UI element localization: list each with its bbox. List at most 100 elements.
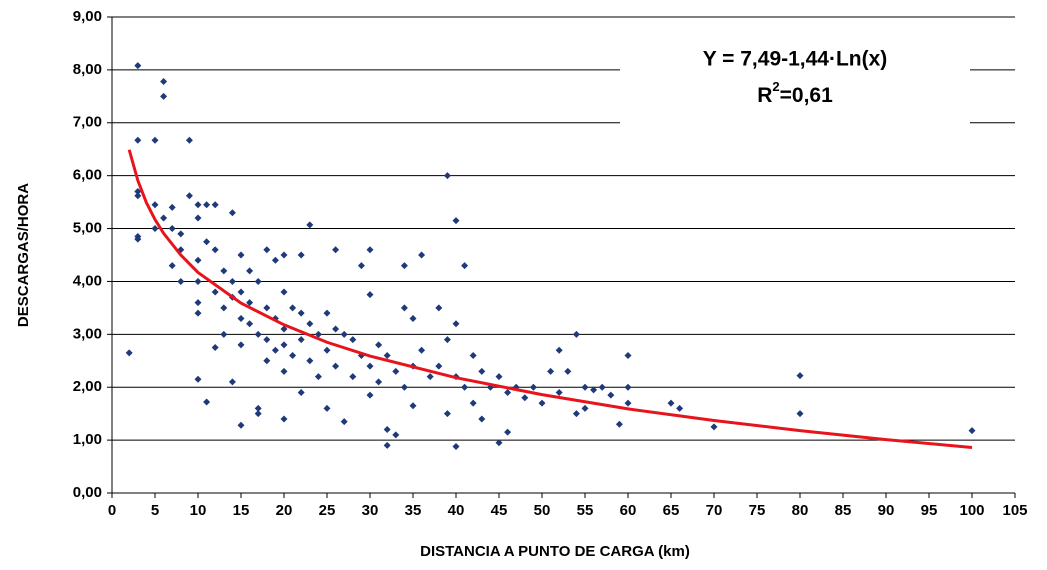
annotation-box [620,32,970,124]
point [134,136,142,144]
x-tick-label: 95 [921,502,938,519]
point [297,336,305,344]
point [134,62,142,70]
point [418,346,426,354]
point [134,235,142,243]
y-tick-label: 4,00 [73,272,102,289]
point [203,238,211,246]
point [624,383,632,391]
point [340,418,348,426]
point [323,309,331,317]
point [306,357,314,365]
x-tick-label: 45 [491,502,508,519]
point [366,246,374,254]
point [478,415,486,423]
point [555,346,563,354]
point [796,410,804,418]
point [211,344,219,352]
point [254,277,262,285]
point [134,192,142,200]
point [332,362,340,370]
point [590,386,598,394]
point [151,225,159,233]
point [392,367,400,375]
point [237,251,245,259]
point [314,330,322,338]
point [418,251,426,259]
point [469,351,477,359]
x-tick-label: 55 [577,502,594,519]
point [409,314,417,322]
point [598,383,606,391]
point [185,192,193,200]
point [125,349,133,357]
point [366,391,374,399]
point [228,277,236,285]
point [572,330,580,338]
point [366,291,374,299]
point [383,426,391,434]
x-tick-label: 20 [276,502,293,519]
point [263,357,271,365]
point [263,246,271,254]
x-tick-label: 100 [959,502,984,519]
x-tick-label: 25 [319,502,336,519]
point [237,341,245,349]
point [400,262,408,270]
point [349,373,357,381]
point [263,304,271,312]
point [383,441,391,449]
x-tick-label: 105 [1002,502,1027,519]
point [254,404,262,412]
y-tick-label: 0,00 [73,484,102,501]
x-tick-label: 65 [663,502,680,519]
point [383,351,391,359]
r2-label: R2=0,61 [757,79,833,106]
x-tick-label: 80 [792,502,809,519]
point [710,423,718,431]
point [392,431,400,439]
point [452,217,460,225]
x-tick-label: 10 [190,502,207,519]
r2-base: R [757,84,772,107]
trendline [127,149,973,450]
point [194,214,202,222]
point [194,309,202,317]
point [177,277,185,285]
point [504,389,512,397]
r2-rest: =0,61 [780,84,833,107]
point [160,78,168,86]
point [581,383,589,391]
point [220,267,228,275]
point [340,330,348,338]
y-axis-label: DESCARGAS/HORA [15,183,32,327]
point [211,246,219,254]
point [306,320,314,328]
y-tick-label: 8,00 [73,61,102,78]
point [237,421,245,429]
point [203,201,211,209]
point [624,399,632,407]
point [572,410,580,418]
point [495,373,503,381]
point [400,383,408,391]
point [796,372,804,380]
point [280,415,288,423]
point [168,203,176,211]
point [435,304,443,312]
point [297,251,305,259]
point [581,404,589,412]
point [306,221,314,229]
point [968,427,976,435]
x-tick-label: 40 [448,502,465,519]
point [409,402,417,410]
point [280,251,288,259]
point [280,341,288,349]
point [271,256,279,264]
point [203,398,211,406]
point [151,136,159,144]
point [254,410,262,418]
point [366,362,374,370]
x-tick-label: 0 [108,502,116,519]
